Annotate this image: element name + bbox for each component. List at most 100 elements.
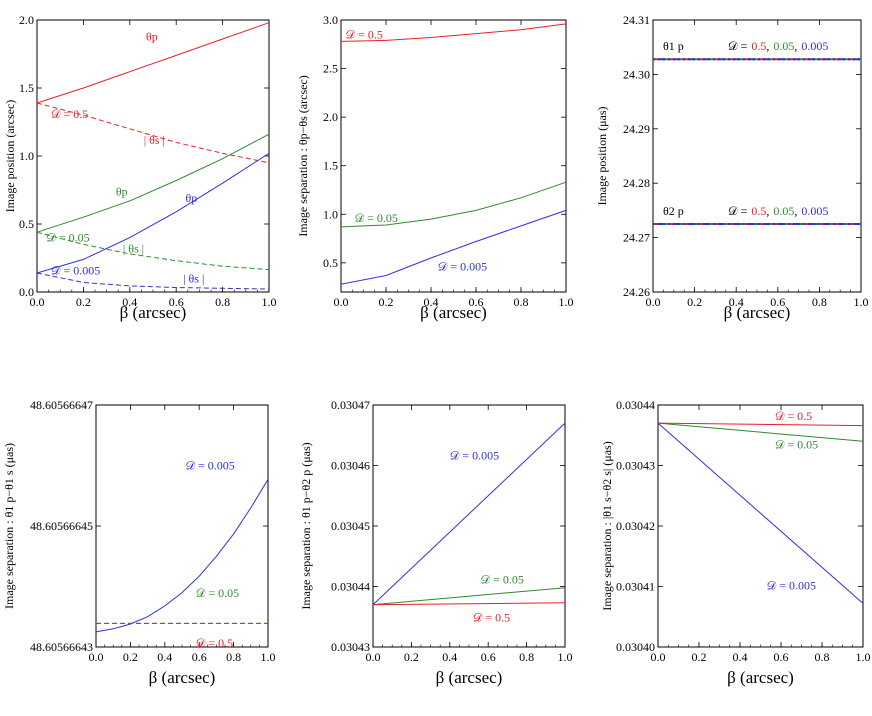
y-tick-label: 0.5 xyxy=(19,217,34,231)
x-tick-label: 0.0 xyxy=(334,295,349,309)
series-line-2 xyxy=(657,422,864,604)
x-tick-label: 0.6 xyxy=(770,295,785,309)
data-label: 𝒟 = 0.5 xyxy=(346,27,383,41)
x-tick-label: 0.8 xyxy=(519,650,534,664)
plot-frame xyxy=(652,19,862,293)
x-tick-label: 0.8 xyxy=(815,650,830,664)
x-tick-label: 0.0 xyxy=(30,295,45,309)
y-tick-label: 48.60566645 xyxy=(30,519,93,533)
x-axis-label: β (arcsec) xyxy=(436,668,503,687)
y-tick-label: 3.0 xyxy=(323,13,338,27)
chart-panel-top-middle: 0.0 0.2 0.4 0.6 0.8 1.0 0.5 1.0 1.5 2.0 2.5 3.0 β (a… xyxy=(296,13,574,322)
y-tick-label: 24.30 xyxy=(623,67,650,81)
d-value-blue: 0.005 xyxy=(801,204,828,218)
x-tick-label: 0.4 xyxy=(729,295,744,309)
x-tick-label: 0.8 xyxy=(226,650,241,664)
x-tick-label: 0.2 xyxy=(123,650,138,664)
x-tick-label: 0.0 xyxy=(646,295,661,309)
x-tick-label: 0.6 xyxy=(469,295,484,309)
x-tick-label: 0.4 xyxy=(424,295,439,309)
x-tick-label: 1.0 xyxy=(261,650,276,664)
d-prefix: 𝒟 = xyxy=(728,39,748,53)
comma: , xyxy=(794,204,797,218)
y-tick-label: 24.27 xyxy=(623,231,650,245)
data-label: | θs | xyxy=(123,242,144,256)
theta-label: θ1 p xyxy=(663,39,684,53)
series-line-2 xyxy=(372,602,566,606)
data-label: θp xyxy=(146,29,158,43)
d-value-green: 0.05 xyxy=(773,39,794,53)
x-tick-label: 0.2 xyxy=(692,650,707,664)
x-tick-label: 0.2 xyxy=(404,650,419,664)
x-tick-label: 0.4 xyxy=(442,650,457,664)
x-axis-label: β (arcsec) xyxy=(120,303,187,322)
data-label: 𝒟 = 0.005 xyxy=(450,448,499,462)
x-tick-label: 0.8 xyxy=(215,295,230,309)
x-axis-label: β (arcsec) xyxy=(149,668,216,687)
chart-panel-bottom-middle: 0.0 0.2 0.4 0.6 0.8 1.0 0.03043 0.03044 0.03045 0… xyxy=(299,398,573,687)
series-line-4 xyxy=(36,152,270,274)
y-tick-label: 0.03044 xyxy=(616,398,655,412)
data-label: 𝒟 = 0.005 xyxy=(185,459,234,473)
y-tick-label: 2.5 xyxy=(323,62,338,76)
series-line-0 xyxy=(95,479,269,633)
data-label: 𝒟 = 0.5 xyxy=(51,107,88,121)
x-tick-label: 0.0 xyxy=(651,650,666,664)
x-tick-label: 0.8 xyxy=(812,295,827,309)
d-value-blue: 0.005 xyxy=(801,39,828,53)
data-label: 𝒟 = 0.05 xyxy=(775,438,818,452)
x-tick-label: 0.0 xyxy=(366,650,381,664)
series-line-5 xyxy=(36,272,270,290)
y-tick-label: 24.26 xyxy=(623,285,650,299)
y-tick-label: 0.0 xyxy=(19,285,34,299)
y-tick-label: 48.60566647 xyxy=(30,398,93,412)
d-value-green: 0.05 xyxy=(773,204,794,218)
series-line-1 xyxy=(657,422,864,442)
data-label: | θs | xyxy=(183,271,204,285)
x-axis-label: β (arcsec) xyxy=(724,303,791,322)
x-tick-label: 0.4 xyxy=(733,650,748,664)
x-tick-label: 1.0 xyxy=(854,295,869,309)
d-value-row: 𝒟 = 0.5, 0.05, 0.005 xyxy=(728,39,828,53)
y-tick-label: 24.29 xyxy=(623,122,650,136)
data-label: 𝒟 = 0.05 xyxy=(46,231,89,245)
series-line-0 xyxy=(36,22,270,104)
chart-panel-top-left: 0.0 0.2 0.4 0.6 0.8 1.0 0.0 0.5 1.0 1.5 2.0 β (arcs… xyxy=(3,13,277,322)
y-axis-label: Image position (μas) xyxy=(595,106,609,205)
chart-panel-bottom-left: 0.0 0.2 0.4 0.6 0.8 1.0 48.60566643 48.60566645… xyxy=(2,398,276,687)
y-tick-label: 0.03044 xyxy=(331,580,370,594)
data-label: θp xyxy=(116,184,128,198)
comma: , xyxy=(766,204,769,218)
series-line-3 xyxy=(36,231,270,271)
y-tick-label: 0.03041 xyxy=(616,580,655,594)
y-tick-label: 0.03043 xyxy=(331,640,370,654)
chart-panel-bottom-right: 0.0 0.2 0.4 0.6 0.8 1.0 0.03040 0.03041 0.03042 0… xyxy=(600,398,871,687)
y-tick-label: 0.03046 xyxy=(331,459,370,473)
x-tick-label: 0.6 xyxy=(481,650,496,664)
series-line-1 xyxy=(372,587,566,606)
series-line-2 xyxy=(340,209,567,285)
y-tick-label: 1.5 xyxy=(19,81,34,95)
chart-panel-top-right: 0.0 0.2 0.4 0.6 0.8 1.0 24.26 24.27 24.28 24.29 24… xyxy=(595,13,869,322)
x-tick-label: 0.6 xyxy=(774,650,789,664)
theta-label: θ2 p xyxy=(663,204,684,218)
x-tick-label: 1.0 xyxy=(856,650,871,664)
x-tick-label: 0.0 xyxy=(89,650,104,664)
x-axis-label: β (arcsec) xyxy=(727,668,794,687)
series-line-1 xyxy=(340,181,567,228)
y-tick-label: 0.03045 xyxy=(331,519,370,533)
y-axis-label: Image separation : θ1 p−θ1 s (μas) xyxy=(2,443,16,609)
plot-frame xyxy=(95,404,269,648)
y-tick-label: 1.0 xyxy=(19,149,34,163)
plot-frame xyxy=(340,19,567,293)
y-tick-label: 2.0 xyxy=(19,13,34,27)
data-label: 𝒟 = 0.5 xyxy=(775,409,812,423)
y-tick-label: 48.60566643 xyxy=(30,640,93,654)
plot-frame xyxy=(657,404,864,648)
y-tick-label: 24.31 xyxy=(623,13,650,27)
y-axis-label: Image separation : θ1 p−θ2 p (μas) xyxy=(299,442,313,609)
data-label: 𝒟 = 0.5 xyxy=(473,611,510,625)
x-tick-label: 0.6 xyxy=(192,650,207,664)
d-value-red: 0.5 xyxy=(751,39,766,53)
